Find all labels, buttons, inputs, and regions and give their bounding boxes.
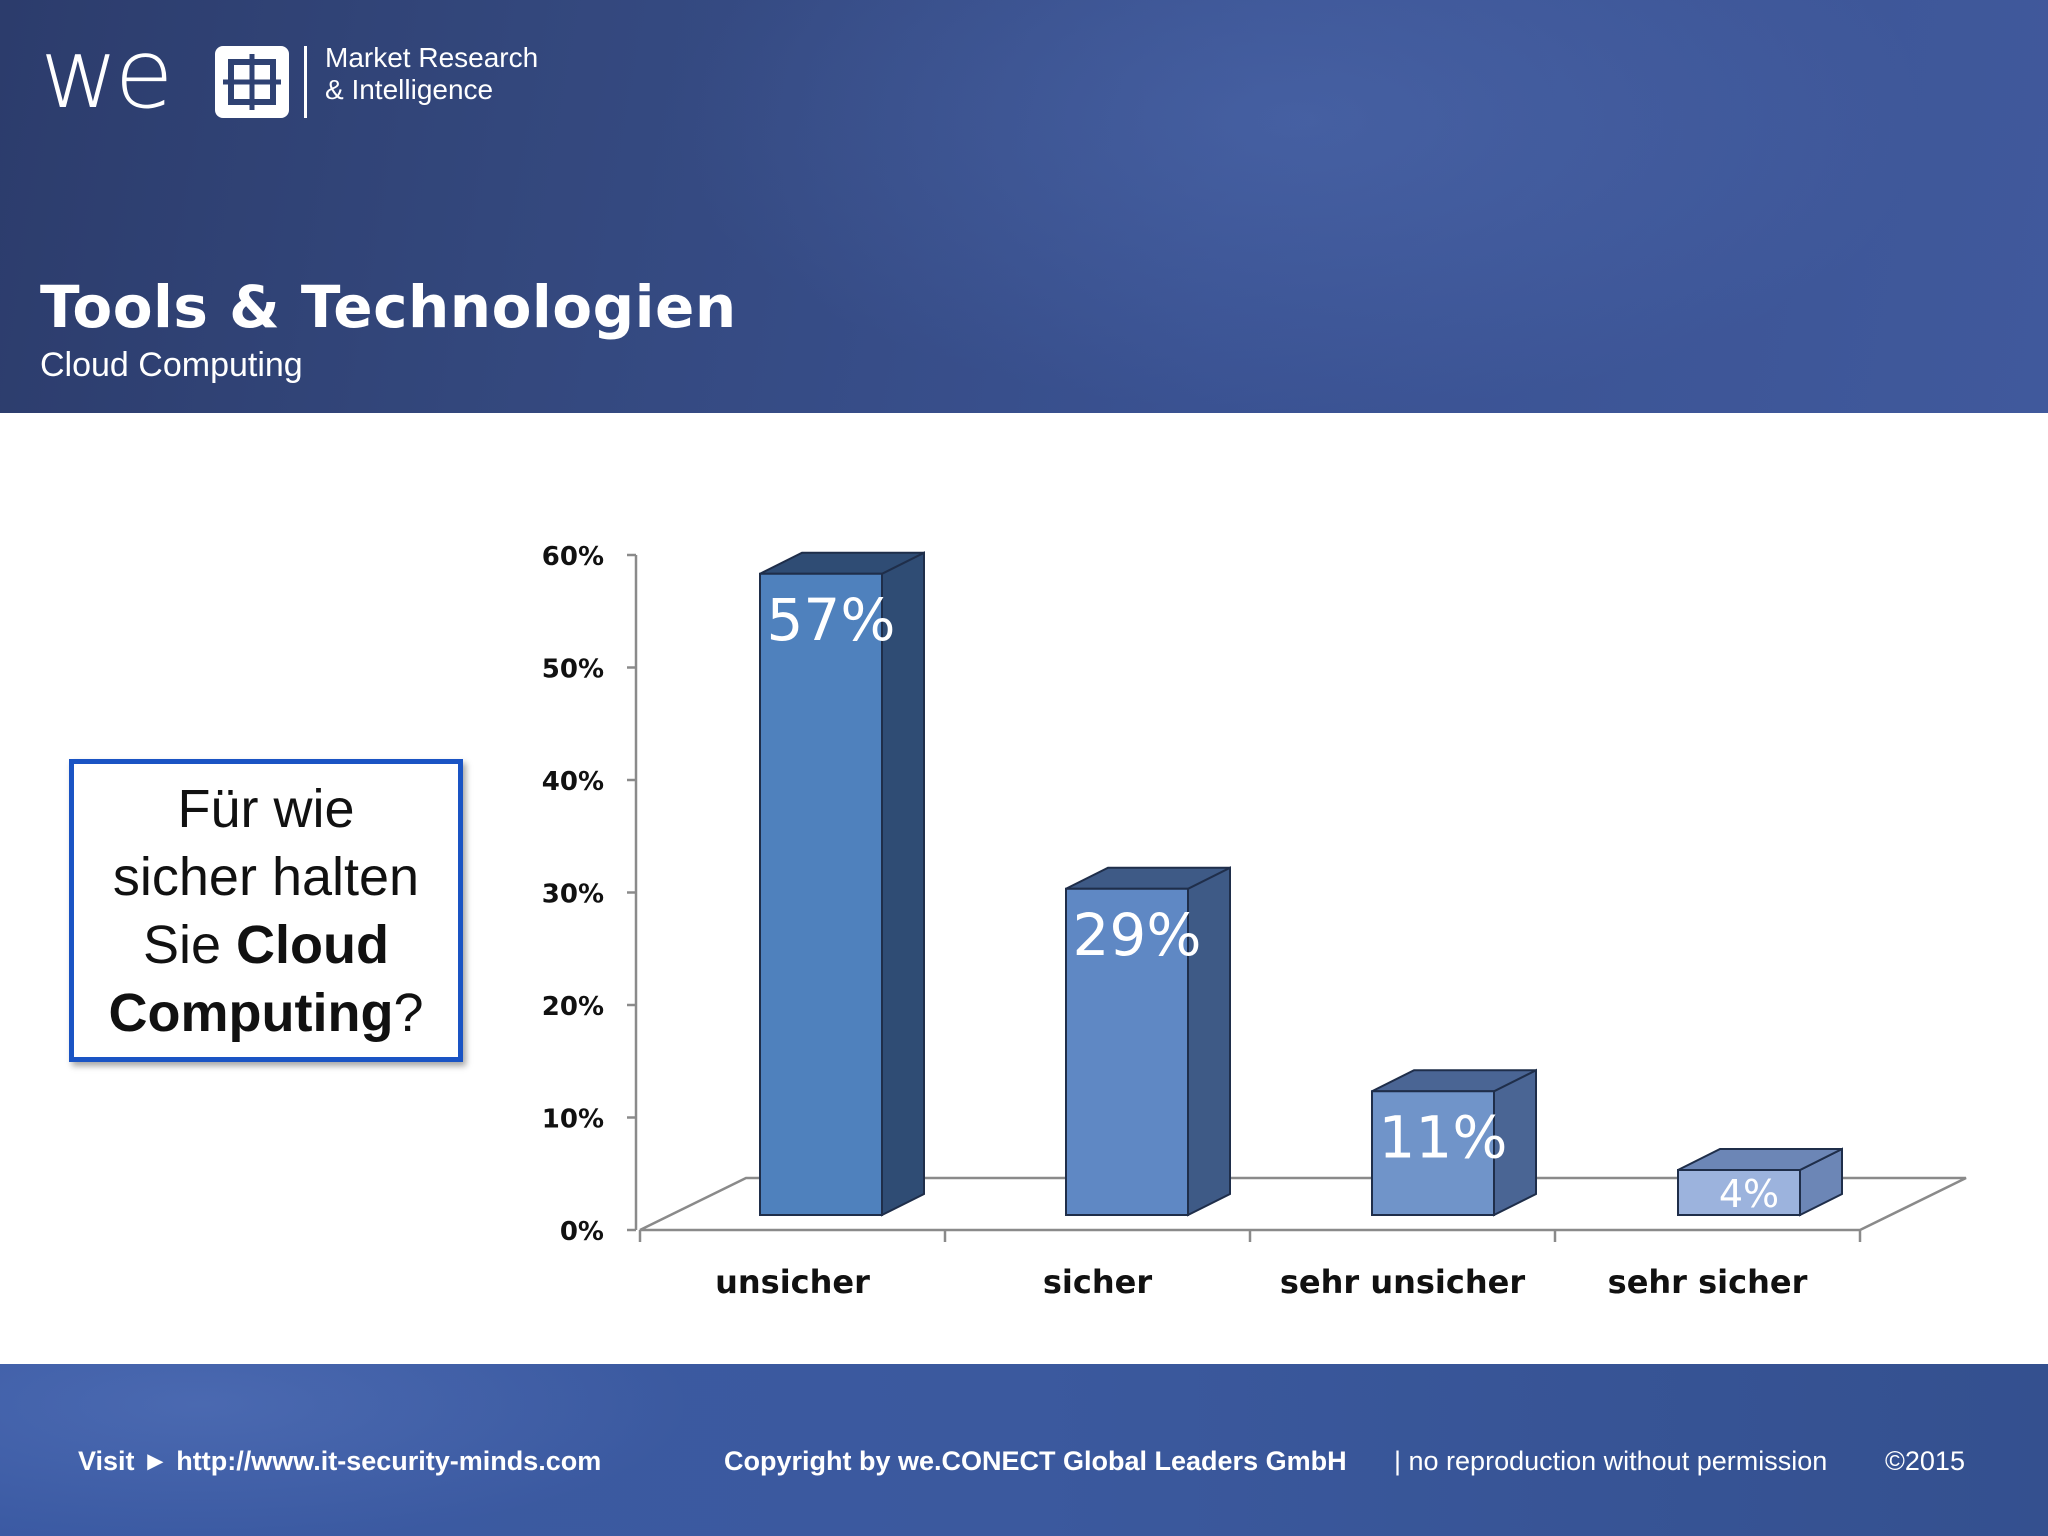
data-label: 57% xyxy=(767,586,896,654)
bar-chart: 0% 10% 20% 30% 40% 50% 60% 57% unsicher 29% sicher… xyxy=(542,542,1967,1301)
x-category-label: sehr sicher xyxy=(1608,1263,1808,1301)
y-tick-label: 0% xyxy=(560,1217,604,1247)
y-tick-label: 10% xyxy=(542,1105,604,1135)
header-banner: we Market Research & Intelligence Tools … xyxy=(0,0,2048,413)
footer-banner: Visit ► http://www.it-security-minds.com… xyxy=(0,1364,2048,1536)
reproduction-notice: | no reproduction without permission xyxy=(1394,1446,1828,1476)
page-subtitle: Cloud Computing xyxy=(40,346,303,384)
bar xyxy=(1677,1169,1801,1216)
x-category-label: unsicher xyxy=(715,1263,870,1301)
question-text: Für wie sicher halten Sie Cloud Computin… xyxy=(109,775,424,1047)
x-category-label: sicher xyxy=(1043,1263,1152,1301)
logo-tagline-1: Market Research xyxy=(325,42,539,73)
question-line-2: sicher halten xyxy=(112,846,420,907)
chart-floor xyxy=(639,1176,1967,1232)
bar xyxy=(759,572,883,1216)
question-emphasis-computing: Computing xyxy=(108,982,394,1043)
copyright-text: Copyright by we.CONECT Global Leaders Gm… xyxy=(724,1446,1347,1476)
logo-separator xyxy=(304,46,307,118)
crosshair-logo-icon xyxy=(215,46,289,118)
y-tick-label: 60% xyxy=(542,542,604,572)
question-emphasis-cloud: Cloud xyxy=(236,914,389,975)
y-tick-label: 20% xyxy=(542,992,604,1022)
x-category-label: sehr unsicher xyxy=(1280,1263,1525,1301)
y-tick-label: 50% xyxy=(542,655,604,685)
bar xyxy=(1371,1090,1495,1216)
y-tick-label: 40% xyxy=(542,767,604,797)
question-line-1: Für wie xyxy=(177,778,355,839)
logo-wordmark: we xyxy=(40,18,174,130)
question-box: Für wie sicher halten Sie Cloud Computin… xyxy=(69,759,463,1062)
data-label: 11% xyxy=(1379,1103,1508,1171)
visit-link[interactable]: Visit ► http://www.it-security-minds.com xyxy=(78,1446,602,1476)
bar xyxy=(1065,887,1189,1216)
question-line-3-prefix: Sie xyxy=(142,914,237,975)
data-label: 4% xyxy=(1719,1172,1779,1216)
copyright-year: ©2015 xyxy=(1885,1446,1965,1476)
page-title: Tools & Technologien xyxy=(40,273,737,341)
logo-tagline-2: & Intelligence xyxy=(325,74,494,105)
question-mark: ? xyxy=(393,982,424,1043)
data-label: 29% xyxy=(1073,901,1202,969)
y-tick-label: 30% xyxy=(542,880,604,910)
